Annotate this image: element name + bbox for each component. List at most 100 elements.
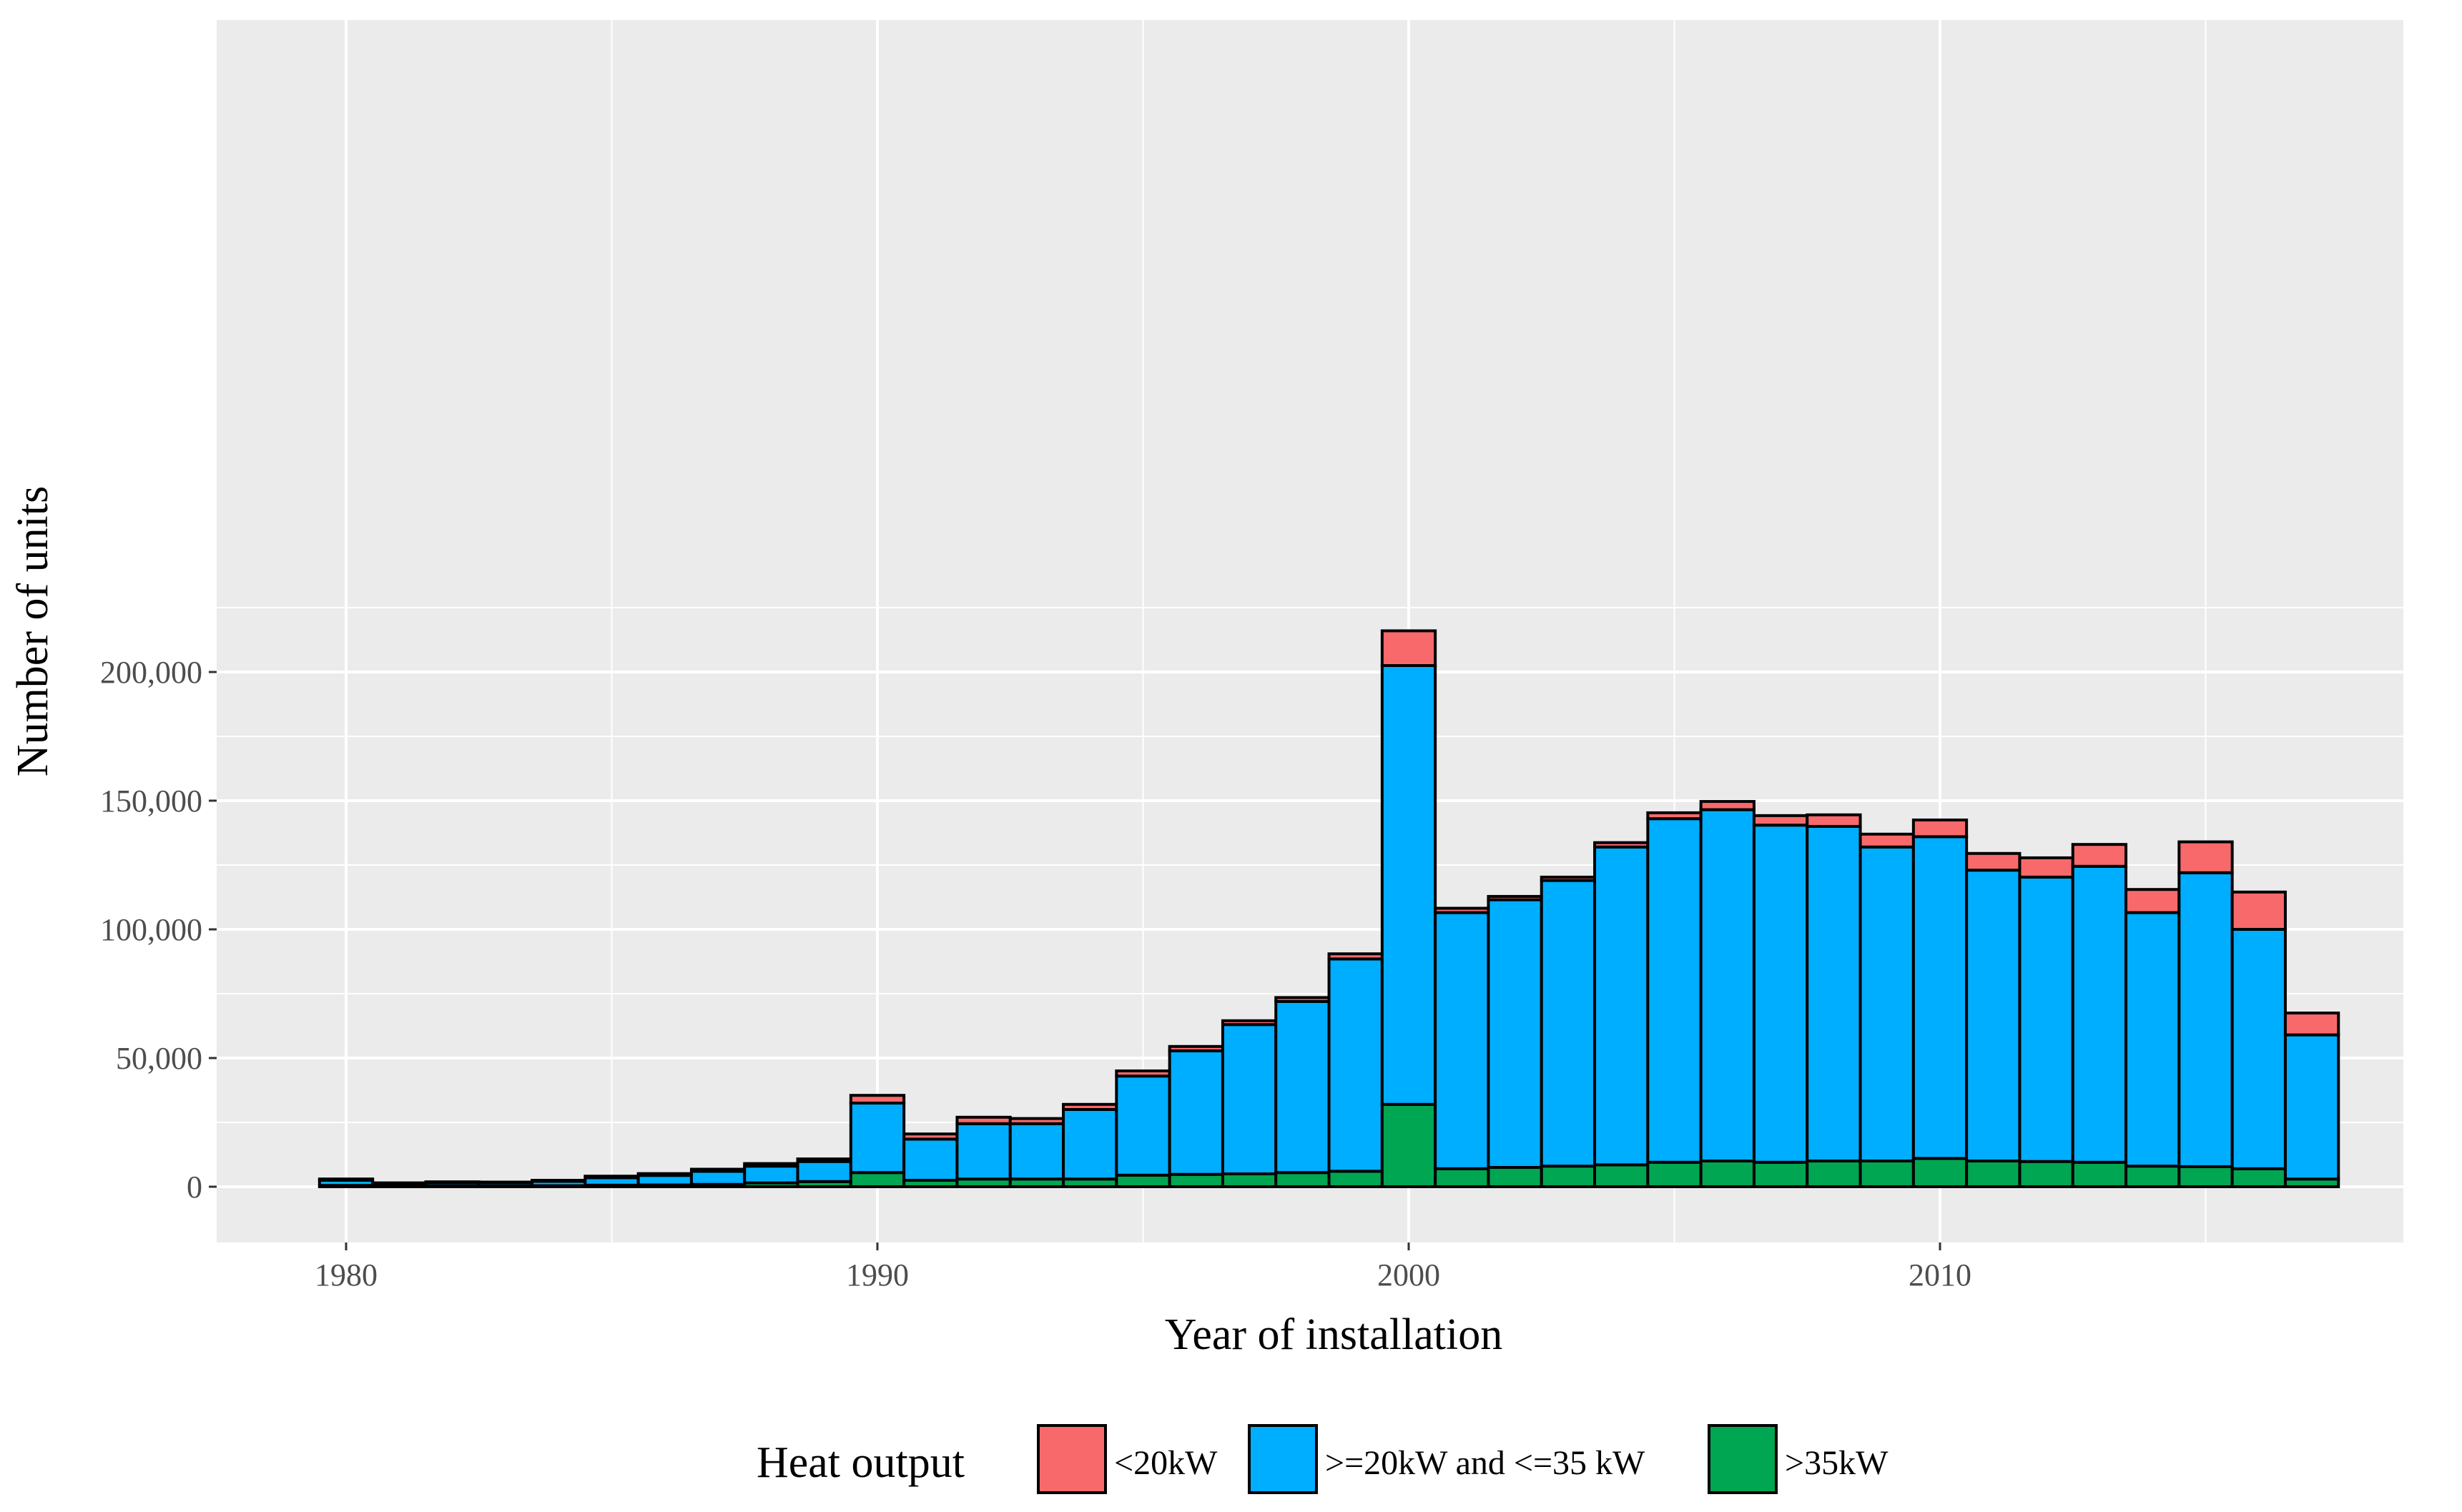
bar-segment-20to35kw [1540, 879, 1597, 1168]
bar-stack-1995 [1115, 1069, 1171, 1189]
bar-segment-20to35kw [1062, 1108, 1118, 1181]
x-tick-label: 1980 [315, 1257, 378, 1293]
bar-stack-1994 [1062, 1102, 1118, 1188]
bar-segment-lt20kw [2177, 840, 2234, 874]
x-tick-label: 2000 [1377, 1257, 1440, 1293]
bar-segment-lt20kw [2071, 843, 2128, 868]
bar-stack-1999 [1327, 952, 1384, 1189]
bar-segment-20to35kw [1008, 1122, 1065, 1181]
bar-stack-1981 [371, 1181, 428, 1189]
bar-segment-lt20kw [1274, 996, 1331, 1003]
bar-segment-20to35kw [1168, 1049, 1224, 1176]
bar-stack-2006 [1699, 800, 1756, 1188]
bar-segment-20to35kw [743, 1165, 799, 1185]
bar-segment-gt35kw [1115, 1173, 1171, 1189]
bar-stack-1987 [689, 1167, 747, 1189]
bar-segment-lt20kw [1380, 629, 1437, 668]
bar-segment-lt20kw [1699, 800, 1756, 811]
bar-segment-20to35kw [1806, 825, 1862, 1162]
bar-segment-lt20kw [1062, 1102, 1118, 1112]
bar-segment-gt35kw [1434, 1167, 1490, 1189]
bar-stack-2011 [1965, 851, 2022, 1188]
bar-segment-20to35kw [2283, 1033, 2340, 1181]
bar-stack-1983 [477, 1180, 534, 1189]
bar-stack-2000 [1380, 629, 1437, 1189]
bar-segment-lt20kw [371, 1181, 428, 1185]
bar-segment-20to35kw [2124, 911, 2181, 1168]
legend-item: >=20kW and <=35 kW [1248, 1424, 1645, 1494]
x-axis: 1980 1990 2000 2010 [315, 1242, 1971, 1293]
legend-key-swatch [1248, 1424, 1318, 1494]
bar-stack-1984 [531, 1179, 587, 1189]
bar-segment-gt35kw [1911, 1157, 1969, 1189]
legend-key-swatch [1037, 1424, 1107, 1494]
bar-segment-gt35kw [1858, 1160, 1915, 1188]
bar-segment-gt35kw [1646, 1160, 1703, 1189]
bar-segment-lt20kw [902, 1132, 959, 1141]
bar-segment-gt35kw [1487, 1166, 1543, 1188]
legend: Heat output <20kW >=20kW and <=35 kW >35kW [757, 1424, 1889, 1494]
bar-stack-2017 [2283, 1012, 2340, 1188]
bar-stack-2010 [1911, 819, 1969, 1189]
bar-segment-lt20kw [1540, 875, 1597, 882]
bar-segment-gt35kw [2230, 1167, 2287, 1189]
bar-stack-1985 [584, 1175, 640, 1188]
bar-segment-gt35kw [1806, 1160, 1862, 1188]
bar-stack-1989 [796, 1157, 852, 1189]
bar-segment-20to35kw [2071, 864, 2128, 1164]
bar-segment-lt20kw [1858, 832, 1915, 849]
bar-segment-20to35kw [1752, 824, 1809, 1164]
bar-segment-gt35kw [2018, 1160, 2074, 1188]
bar-segment-lt20kw [796, 1157, 852, 1163]
bar-segment-lt20kw [1965, 851, 2022, 872]
bar-segment-gt35kw [2071, 1160, 2128, 1189]
bar-segment-gt35kw [2124, 1165, 2181, 1188]
bar-stack-1991 [902, 1132, 959, 1188]
bar-segment-lt20kw [2018, 856, 2074, 879]
y-axis: 0 50,000 100,000 150,000 200,000 [100, 655, 217, 1205]
bar-stack-2013 [2071, 843, 2128, 1189]
bar-segment-20to35kw [1221, 1023, 1278, 1175]
bar-segment-20to35kw [1911, 835, 1969, 1160]
bar-segment-gt35kw [1380, 1102, 1437, 1189]
bar-segment-lt20kw [2230, 890, 2287, 932]
bar-segment-20to35kw [902, 1137, 959, 1182]
y-tick-label: 100,000 [100, 912, 202, 947]
bar-segment-lt20kw [2124, 888, 2181, 914]
y-tick-label: 0 [187, 1170, 202, 1205]
bar-segment-20to35kw [1274, 999, 1331, 1175]
bar-segment-lt20kw [1487, 894, 1543, 901]
bar-segment-20to35kw [796, 1160, 852, 1183]
bar-segment-20to35kw [2018, 875, 2074, 1163]
bar-segment-lt20kw [1221, 1019, 1278, 1027]
bar-segment-lt20kw [1752, 814, 1809, 827]
bar-stack-1980 [317, 1177, 375, 1188]
bar-segment-lt20kw [1434, 906, 1490, 914]
y-tick-label: 150,000 [100, 784, 202, 819]
bar-segment-gt35kw [1327, 1170, 1384, 1189]
bar-segment-20to35kw [1699, 808, 1756, 1162]
bar-segment-20to35kw [2177, 871, 2234, 1168]
bar-stack-1988 [743, 1162, 799, 1188]
bar-stack-2012 [2018, 856, 2074, 1188]
bar-segment-lt20kw [1646, 811, 1703, 821]
bar-stack-2014 [2124, 888, 2181, 1188]
legend-title: Heat output [757, 1438, 965, 1487]
legend-key-swatch [1708, 1424, 1778, 1494]
bar-segment-lt20kw [1327, 952, 1384, 961]
bar-segment-20to35kw [1646, 817, 1703, 1164]
bar-stack-1993 [1008, 1117, 1065, 1188]
bar-segment-20to35kw [955, 1122, 1012, 1181]
bar-stack-2007 [1752, 814, 1809, 1189]
legend-items: <20kW >=20kW and <=35 kW >35kW [1037, 1424, 1889, 1494]
y-tick-label: 200,000 [100, 655, 202, 690]
bar-segment-lt20kw [1593, 841, 1650, 849]
bar-segment-20to35kw [1434, 911, 1490, 1170]
bar-stack-1990 [849, 1094, 906, 1188]
bar-stack-1998 [1274, 996, 1331, 1188]
bar-segment-20to35kw [1327, 957, 1384, 1173]
bar-stack-2002 [1487, 894, 1543, 1188]
bar-segment-gt35kw [1965, 1160, 2022, 1188]
